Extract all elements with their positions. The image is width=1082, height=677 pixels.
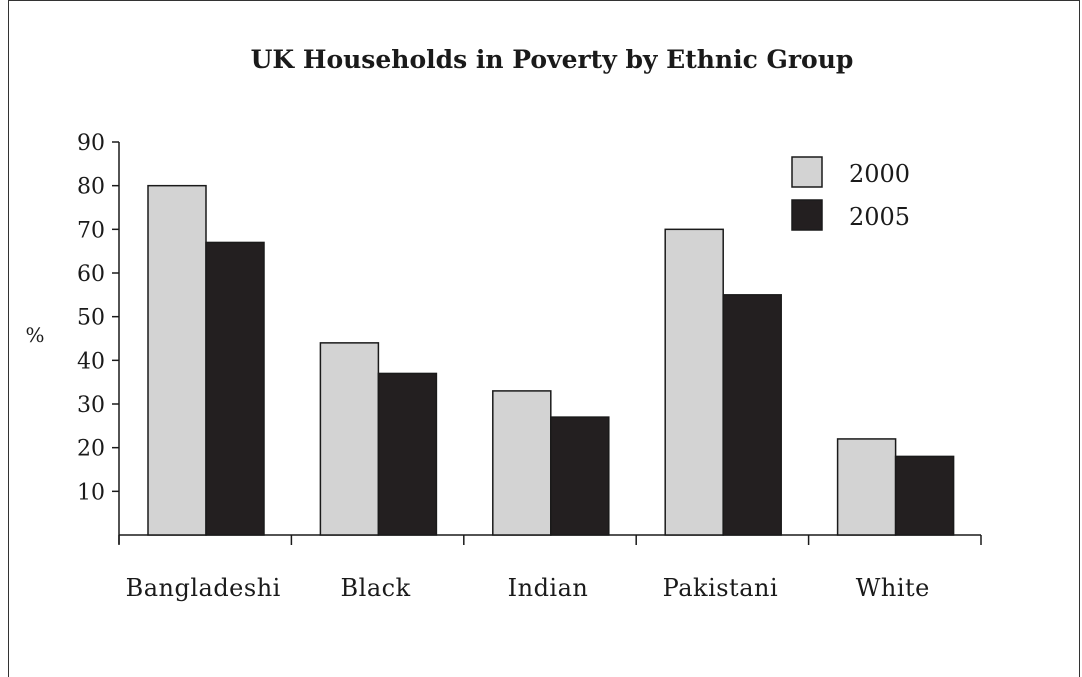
category-label: Indian — [508, 574, 589, 602]
y-tick-label: 50 — [77, 306, 105, 331]
legend-swatch-2005 — [791, 199, 823, 231]
category-label: Black — [341, 574, 411, 602]
bar-2000-indian — [492, 390, 552, 536]
bar-2000-bangladeshi — [147, 184, 207, 536]
y-tick-label: 60 — [77, 262, 105, 287]
legend: 2000 2005 — [791, 156, 910, 231]
bar-2000-black — [319, 342, 380, 536]
bar-2000-pakistani — [664, 228, 724, 536]
y-tick-label: 30 — [77, 393, 105, 418]
y-tick-label: 10 — [77, 480, 105, 505]
legend-label-2000: 2000 — [849, 160, 910, 188]
y-tick-label: 90 — [77, 131, 105, 156]
category-label: Pakistani — [663, 574, 779, 602]
bar-2005-black — [377, 372, 438, 536]
y-tick-label: 20 — [77, 437, 105, 462]
chart-frame — [8, 0, 1080, 677]
chart-title: UK Households in Poverty by Ethnic Group — [251, 45, 854, 74]
y-tick-label: 40 — [77, 349, 105, 374]
bar-2005-pakistani — [722, 294, 782, 536]
y-tick-label: 70 — [77, 218, 105, 243]
bar-2005-indian — [550, 416, 610, 536]
category-label: Bangladeshi — [126, 574, 281, 602]
bars — [147, 184, 955, 536]
legend-label-2005: 2005 — [849, 203, 910, 231]
bar-2005-bangladeshi — [205, 241, 265, 536]
axes: 10 20 30 40 50 60 70 80 90 Bangladeshi Black Indian… — [77, 131, 982, 602]
bar-2000-white — [836, 438, 897, 536]
category-label: White — [856, 574, 930, 602]
legend-swatch-2000 — [791, 156, 823, 188]
y-tick-label: 80 — [77, 175, 105, 200]
bar-2005-white — [894, 455, 955, 536]
y-axis-label: % — [25, 323, 44, 347]
